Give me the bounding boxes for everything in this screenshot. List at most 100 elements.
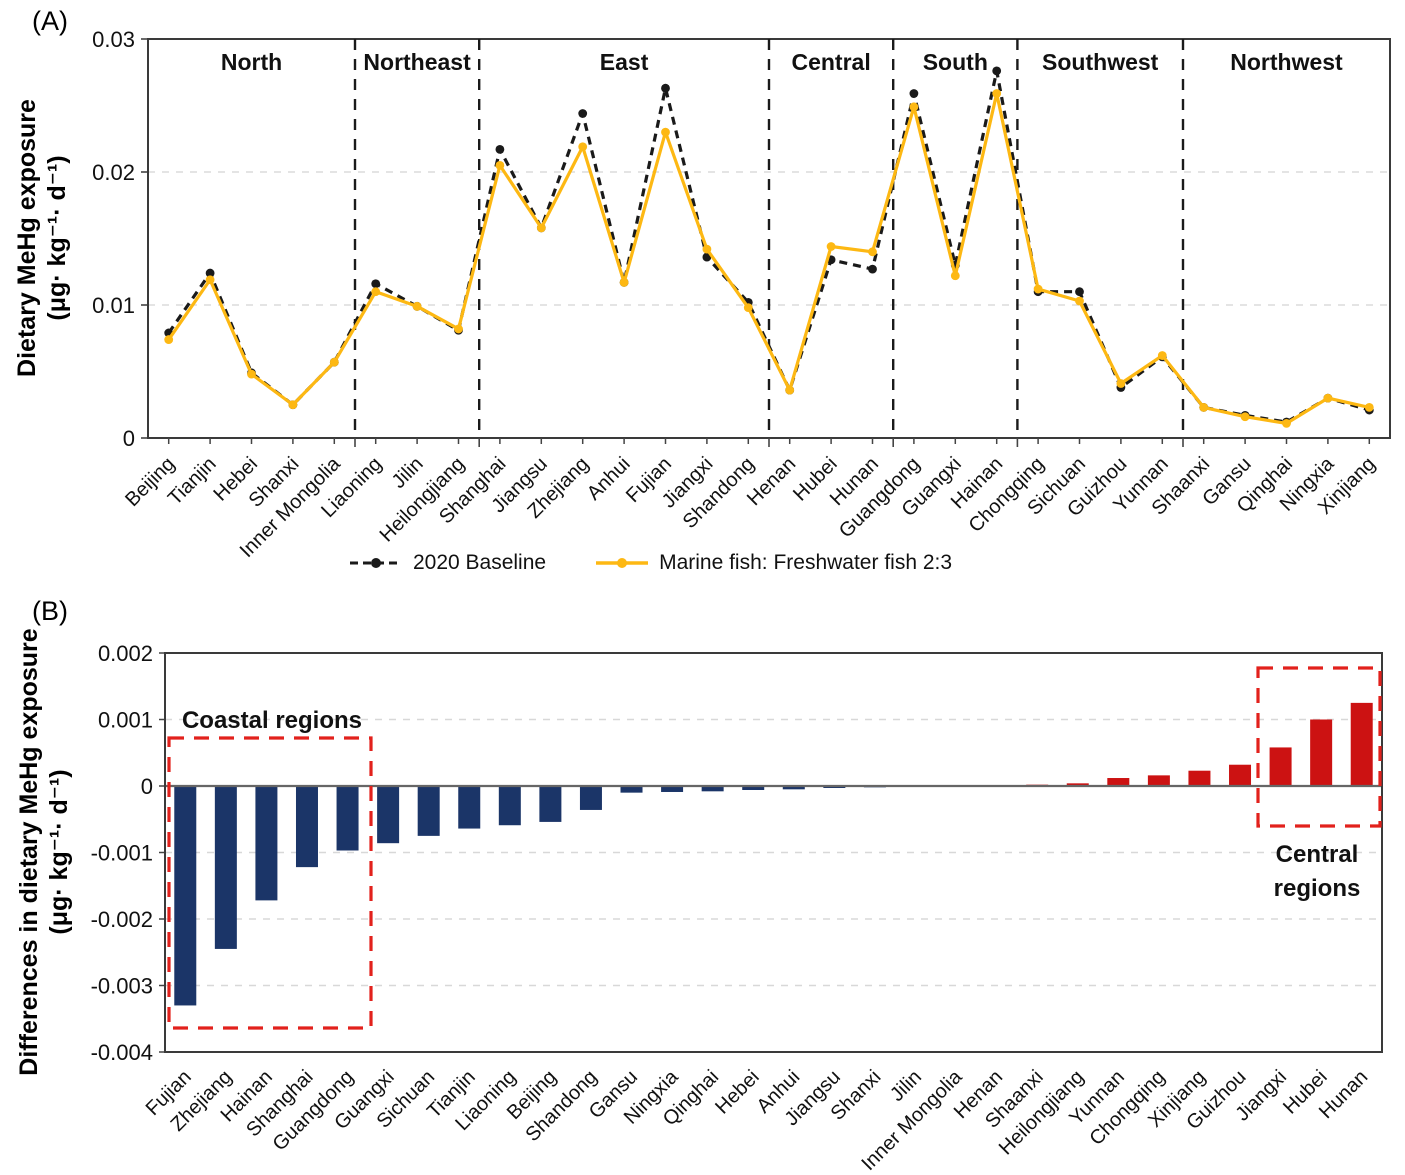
scenario-legend-dot xyxy=(617,558,628,568)
diff-bar-fujian xyxy=(174,786,197,1006)
diff-bar-jiangxi xyxy=(1269,747,1292,786)
legend-label-baseline: 2020 Baseline xyxy=(412,551,547,574)
x-category-label: Tianjin xyxy=(164,453,221,510)
scenario-data-point xyxy=(743,303,753,313)
panel-a-y-axis-title: Dietary MeHg exposure (μg· kg⁻¹· d⁻¹) xyxy=(12,38,72,438)
baseline-legend-dot xyxy=(370,558,381,568)
plot-frame xyxy=(164,652,1383,1053)
scenario-data-point xyxy=(288,400,298,410)
y-tick-label: 0 xyxy=(141,774,153,799)
scenario-data-point xyxy=(950,271,960,281)
scenario-data-point xyxy=(826,242,836,251)
diff-bar-hunan xyxy=(1350,702,1373,786)
diff-bar-gansu xyxy=(620,786,643,793)
diff-bar-xinjiang xyxy=(1188,770,1211,786)
scenario-data-point xyxy=(702,244,712,254)
y-tick-label: 0.03 xyxy=(92,27,135,52)
scenario-data-point xyxy=(785,385,795,395)
y-tick-label: 0.02 xyxy=(92,160,135,185)
baseline-line-marker-icon xyxy=(349,558,402,568)
scenario-data-point xyxy=(495,160,505,170)
diff-bar-ningxia xyxy=(661,786,684,792)
legend-item-scenario: Marine fish: Freshwater fish 2:3 xyxy=(594,551,952,575)
scenario-data-point xyxy=(619,277,629,287)
scenario-data-point xyxy=(205,275,215,285)
panel-b-plot: 0.002 0.001 0 -0.001 -0.002 -0.003 -0.004 Coast… xyxy=(91,641,1383,1175)
coastal-regions-label: Coastal regions xyxy=(182,707,362,734)
scenario-data-point xyxy=(1157,351,1167,360)
panel-b-y-axis-title-line1: Differences in dietary MeHg exposure xyxy=(15,628,43,1076)
diff-bar-liaoning xyxy=(498,786,521,826)
diff-bar-yunnan xyxy=(1107,778,1130,786)
scenario-data-point xyxy=(1282,418,1291,428)
panel-a-plot: 0 0.01 0.02 0.03 North Northeast East Central So… xyxy=(92,27,1391,562)
scenario-data-point xyxy=(536,223,546,233)
central-regions-label: regions xyxy=(1274,875,1361,902)
scenario-data-point xyxy=(661,127,670,137)
scenario-data-point xyxy=(1116,379,1126,388)
diff-bar-chongqing xyxy=(1147,775,1170,786)
central-regions-label: Central xyxy=(1276,841,1359,868)
scenario-data-point xyxy=(247,369,256,379)
baseline-data-point xyxy=(868,264,877,274)
baseline-data-point xyxy=(909,89,919,98)
scenario-data-point xyxy=(909,102,919,112)
panel-a-legend: 2020 Baseline Marine fish: Freshwater fi… xyxy=(0,551,1300,575)
scenario-data-point xyxy=(371,287,381,297)
panel-a-y-axis-title-line1: Dietary MeHg exposure xyxy=(13,99,41,377)
panel-b-y-axis-title: Differences in dietary MeHg exposure (μg… xyxy=(14,592,74,1112)
y-tick-label: -0.002 xyxy=(91,907,153,932)
scenario-data-point xyxy=(1364,403,1374,412)
scenario-data-point xyxy=(992,89,1002,98)
diff-bar-anhui xyxy=(782,786,805,790)
diff-bar-heilongjiang xyxy=(1066,783,1089,786)
diff-bar-guangxi xyxy=(377,786,400,844)
diff-bar-guangdong xyxy=(336,786,359,851)
baseline-data-point xyxy=(1075,287,1084,297)
diff-bar-hebei xyxy=(742,786,765,790)
scenario-data-point xyxy=(329,357,339,367)
x-category-label: Beijing xyxy=(121,453,179,511)
y-tick-label: 0.001 xyxy=(98,708,153,733)
panel-a-y-axis-title-line2: (μg· kg⁻¹· d⁻¹) xyxy=(43,155,71,321)
diff-bar-zhejiang xyxy=(214,786,237,949)
panel-b-y-axis-title-line2: (μg· kg⁻¹· d⁻¹) xyxy=(45,769,73,935)
region-label: North xyxy=(221,49,282,75)
central-regions-box xyxy=(1256,666,1382,828)
scenario-data-point xyxy=(1033,284,1043,294)
baseline-data-point xyxy=(495,144,505,154)
plot-frame xyxy=(147,38,1391,439)
diff-bar-shanghai xyxy=(295,786,318,868)
legend-label-scenario: Marine fish: Freshwater fish 2:3 xyxy=(659,551,953,574)
scenario-data-point xyxy=(868,247,877,257)
panel-a-label: (A) xyxy=(32,6,68,36)
y-tick-label: 0 xyxy=(123,426,135,451)
baseline-data-point xyxy=(205,268,215,278)
diff-bar-qinghai xyxy=(701,786,724,792)
region-label: Northeast xyxy=(363,49,471,75)
y-tick-label: -0.003 xyxy=(91,974,153,999)
y-tick-label: -0.004 xyxy=(91,1040,153,1065)
baseline-data-point xyxy=(992,66,1002,76)
scenario-data-point xyxy=(412,301,422,311)
diff-bar-sichuan xyxy=(417,786,440,836)
scenario-data-point xyxy=(164,335,174,344)
panel-b-label: (B) xyxy=(32,596,68,626)
baseline-data-point xyxy=(578,109,588,118)
region-label: Northwest xyxy=(1230,49,1343,75)
diff-bar-guizhou xyxy=(1229,764,1252,786)
scenario-data-point xyxy=(1075,296,1084,306)
diff-bar-hainan xyxy=(255,786,278,901)
diff-bar-shandong xyxy=(579,786,602,810)
legend-item-baseline: 2020 Baseline xyxy=(348,551,546,575)
scenario-line-marker-icon xyxy=(596,558,649,568)
scenario-data-point xyxy=(1323,393,1333,403)
region-label: Central xyxy=(791,49,870,75)
region-label: East xyxy=(600,49,649,75)
baseline-data-point xyxy=(661,83,670,93)
scenario-data-point xyxy=(1199,403,1209,412)
baseline-data-point xyxy=(371,279,381,289)
scenario-data-point xyxy=(1240,412,1250,422)
